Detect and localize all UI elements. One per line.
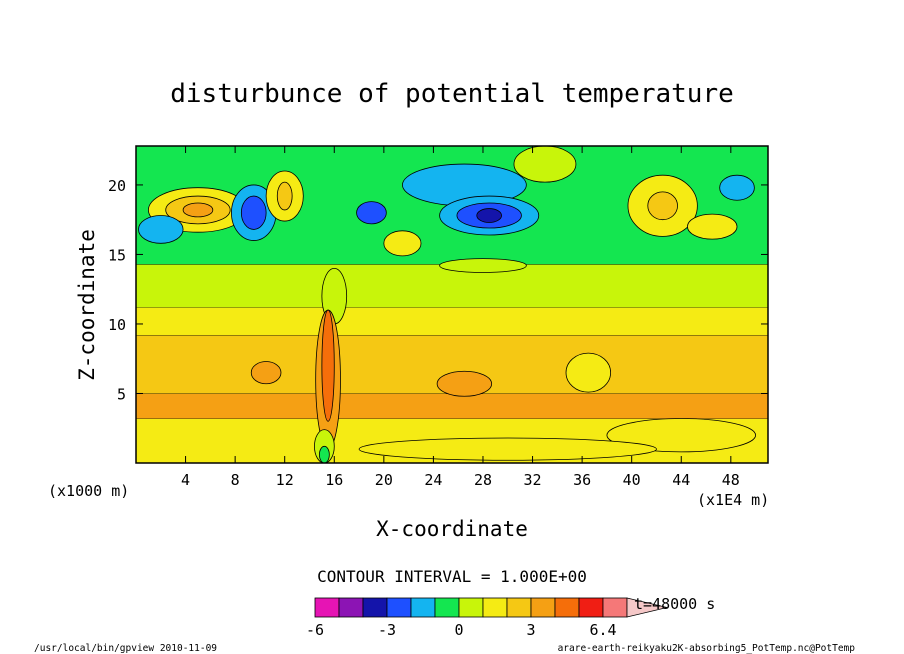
colorbar-tick-label: 3	[526, 621, 535, 639]
field-blob-15	[687, 213, 738, 240]
x-tick-label: 36	[573, 471, 591, 489]
y-tick-label: 5	[117, 385, 126, 403]
colorbar-tick-label: 0	[454, 621, 463, 639]
y-tick-label: 15	[108, 246, 126, 264]
field-blob-7	[276, 181, 293, 211]
field-blob-21	[436, 370, 493, 397]
colorbar-cell-9	[530, 597, 556, 618]
colorbar-arrow	[626, 597, 668, 618]
x-tick-label: 8	[231, 471, 240, 489]
chart-title: disturbunce of potential temperature	[170, 79, 734, 109]
footer-right: arare-earth-reikyaku2K-absorbing5_PotTem…	[558, 643, 856, 654]
footer-left: /usr/local/bin/gpview 2010-11-09	[34, 643, 217, 654]
x-tick-label: 4	[181, 471, 190, 489]
x-tick-label: 12	[276, 471, 294, 489]
field-blob-2	[182, 202, 214, 218]
x-unit-note: (x1000 m)	[48, 482, 129, 500]
y-axis-label: Z-coordinate	[75, 229, 99, 381]
field-blob-5	[240, 195, 267, 230]
colorbar-cell-3	[386, 597, 412, 618]
colorbar-cell-12	[602, 597, 628, 618]
field-blob-19	[513, 146, 577, 183]
colorbar-cell-2	[362, 597, 388, 618]
x-tick-label: 28	[474, 471, 492, 489]
colorbar-cell-0	[314, 597, 340, 618]
x-tick-label: 44	[672, 471, 690, 489]
x-tick-label: 16	[325, 471, 343, 489]
plot-frame	[135, 145, 769, 464]
x-tick-label: 40	[623, 471, 641, 489]
field-blob-18	[439, 258, 527, 273]
contour-interval: CONTOUR INTERVAL = 1.000E+00	[317, 567, 587, 586]
colorbar: -6 -3 0 3 6.4	[306, 597, 668, 639]
field-blob-3	[138, 215, 184, 244]
x-axis-label: X-coordinate	[376, 517, 528, 541]
colorbar-cell-10	[554, 597, 580, 618]
colorbar-cell-1	[338, 597, 364, 618]
field-blob-29	[358, 437, 657, 461]
x-scale-note: (x1E4 m)	[697, 491, 769, 509]
plot-area	[136, 146, 768, 463]
colorbar-cell-11	[578, 597, 604, 618]
field-blob-12	[356, 201, 387, 225]
y-tick-label: 10	[108, 316, 126, 334]
field-blob-14	[647, 191, 678, 221]
colorbar-tick-label: 6.4	[589, 621, 616, 639]
colorbar-tick-label: -6	[306, 621, 324, 639]
x-tick-label: 20	[375, 471, 393, 489]
x-tick-label: 24	[424, 471, 442, 489]
y-tick-label: 20	[108, 177, 126, 195]
field-blob-27	[565, 352, 612, 393]
field-blob-11	[476, 208, 502, 223]
colorbar-cell-6	[458, 597, 484, 618]
colorbar-cell-5	[434, 597, 460, 618]
colorbar-cell-4	[410, 597, 436, 618]
field-blob-24	[321, 309, 335, 422]
field-blob-20	[383, 230, 422, 257]
field-band-1	[136, 393, 768, 419]
x-tick-label: 48	[722, 471, 740, 489]
colorbar-tick-label: -3	[378, 621, 396, 639]
field-blob-26	[319, 445, 330, 463]
field-blob-22	[250, 361, 282, 385]
field-blob-16	[719, 174, 755, 201]
y-axis: 5 10 15 20	[108, 177, 768, 403]
field-band-4	[136, 264, 768, 308]
x-axis: 4 8 12 16 20 24 28 32 36 40 44 48	[181, 146, 740, 489]
field-blob-28	[606, 418, 757, 453]
time-label: t=48000 s	[634, 595, 715, 613]
field-band-3	[136, 307, 768, 336]
x-tick-label: 32	[524, 471, 542, 489]
colorbar-cell-7	[482, 597, 508, 618]
colorbar-cell-8	[506, 597, 532, 618]
